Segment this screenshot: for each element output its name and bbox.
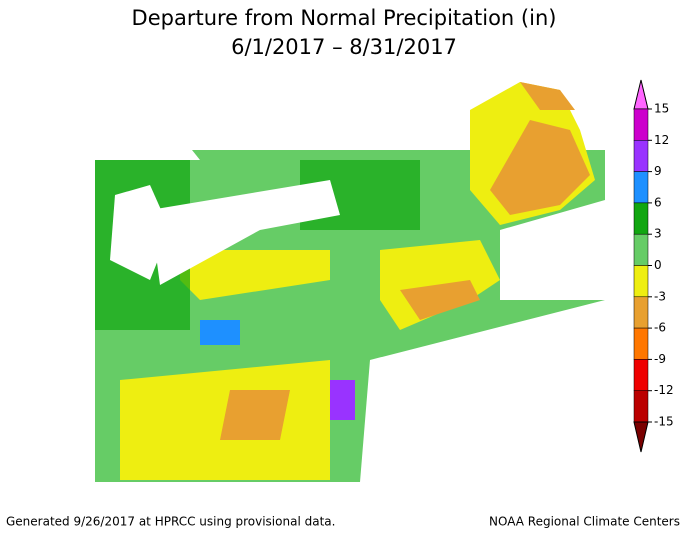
legend-tick-label: 6 — [654, 195, 662, 209]
maine-north — [520, 82, 575, 110]
legend-tick-label: -9 — [654, 352, 666, 366]
legend-arrow-bottom — [633, 421, 649, 453]
legend-band — [633, 390, 649, 423]
legend-tick-label: 0 — [654, 258, 662, 272]
legend-band — [633, 296, 649, 329]
legend-band — [633, 327, 649, 360]
legend-tick-label: 9 — [654, 164, 662, 178]
legend-band — [633, 140, 649, 172]
legend-tick-label: -12 — [654, 383, 674, 397]
legend-band — [633, 108, 649, 141]
legend-band — [633, 202, 649, 235]
gulf-of-maine — [500, 200, 605, 300]
legend-tick-label: -6 — [654, 321, 666, 335]
pa-blue — [200, 320, 240, 345]
ct-orange — [400, 280, 480, 320]
lake-huron — [95, 110, 200, 160]
legend-tick-label: -3 — [654, 289, 666, 303]
ocean — [360, 300, 605, 482]
maine-orange — [490, 120, 590, 215]
legend-band — [633, 359, 649, 391]
legend-band — [633, 265, 649, 298]
legend-tick-label: 3 — [654, 227, 662, 241]
color-legend: 15 12 9 6 3 0 -3 -6 -9 -12 -15 — [633, 79, 674, 453]
legend-band — [633, 171, 649, 204]
lake-ontario-erie — [150, 180, 340, 285]
lake-erie — [110, 185, 170, 280]
map — [95, 80, 605, 482]
va-orange — [220, 390, 290, 440]
legend-tick-label: 12 — [654, 133, 669, 147]
legend-tick-label: 15 — [654, 102, 669, 116]
footer-right: NOAA Regional Climate Centers — [489, 515, 680, 529]
title: Departure from Normal Precipitation (in) — [132, 6, 557, 30]
pa-yellow — [180, 250, 330, 300]
footer-left: Generated 9/26/2017 at HPRCC using provi… — [6, 515, 335, 529]
legend-arrow-top — [633, 79, 649, 110]
canada — [95, 80, 520, 150]
de-purple — [330, 380, 355, 420]
subtitle: 6/1/2017 – 8/31/2017 — [231, 35, 457, 59]
legend-tick-label: -15 — [654, 415, 674, 429]
legend-band — [633, 233, 649, 266]
